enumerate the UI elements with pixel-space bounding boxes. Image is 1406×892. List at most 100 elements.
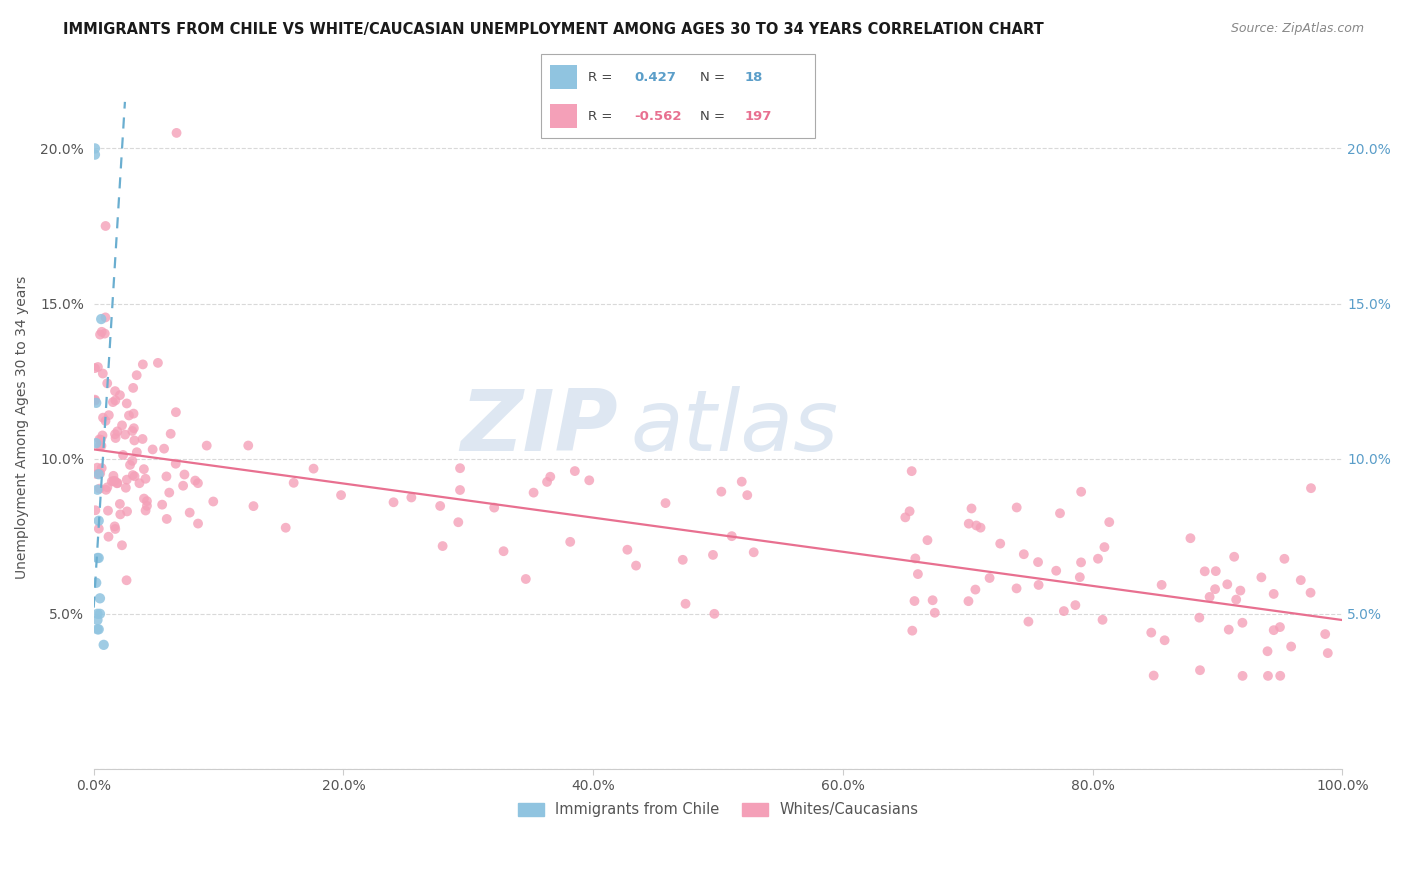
Point xyxy=(128,476,150,491)
Point xyxy=(1218,623,1240,637)
Point xyxy=(166,126,188,140)
Point xyxy=(1279,640,1302,654)
Point xyxy=(187,476,209,491)
Point xyxy=(1012,547,1035,561)
Point xyxy=(153,442,176,456)
Point xyxy=(107,475,129,490)
Point xyxy=(125,368,148,383)
Point xyxy=(121,424,143,438)
Bar xyxy=(550,65,576,89)
Point xyxy=(93,638,115,652)
Point xyxy=(121,454,143,468)
Point xyxy=(429,499,451,513)
Point xyxy=(94,483,117,497)
Point xyxy=(401,491,423,505)
Point xyxy=(1223,549,1246,564)
Point xyxy=(159,426,181,441)
Legend: Immigrants from Chile, Whites/Caucasians: Immigrants from Chile, Whites/Caucasians xyxy=(512,797,924,823)
Point xyxy=(1087,551,1109,566)
Point xyxy=(104,431,127,445)
Point xyxy=(616,542,638,557)
Point xyxy=(901,624,924,638)
Point xyxy=(1045,564,1067,578)
Point xyxy=(136,494,159,508)
Point xyxy=(89,467,111,481)
Text: 197: 197 xyxy=(744,110,772,123)
Point xyxy=(90,439,112,453)
Point xyxy=(122,381,145,395)
Point xyxy=(675,597,697,611)
Point xyxy=(124,469,146,483)
Point xyxy=(97,530,120,544)
Point xyxy=(146,356,169,370)
Text: atlas: atlas xyxy=(630,386,838,469)
Point xyxy=(96,480,118,494)
Point xyxy=(90,461,112,475)
Point xyxy=(108,388,131,402)
Point xyxy=(195,439,218,453)
Point xyxy=(917,533,939,548)
Point xyxy=(900,464,922,478)
Point xyxy=(179,506,201,520)
Point xyxy=(104,384,127,398)
Bar xyxy=(550,104,576,128)
Point xyxy=(122,407,145,421)
Point xyxy=(104,522,127,536)
Point xyxy=(1005,500,1028,515)
Point xyxy=(84,393,107,408)
Point xyxy=(89,591,111,606)
Text: 18: 18 xyxy=(744,70,762,84)
Point xyxy=(87,551,110,566)
Point xyxy=(114,481,136,495)
Point xyxy=(735,488,758,502)
Point xyxy=(449,483,471,497)
Point xyxy=(1188,663,1211,677)
Point xyxy=(94,219,117,233)
Point xyxy=(87,623,110,637)
Point xyxy=(115,504,138,518)
Point xyxy=(1150,578,1173,592)
Point xyxy=(1005,582,1028,596)
Point xyxy=(1064,598,1087,612)
Point xyxy=(115,574,138,588)
Text: 0.427: 0.427 xyxy=(634,70,676,84)
Point xyxy=(1049,506,1071,520)
Point xyxy=(86,623,108,637)
Point xyxy=(965,582,987,597)
Point xyxy=(184,474,207,488)
Point xyxy=(449,461,471,475)
Point xyxy=(131,432,153,446)
Point xyxy=(142,442,165,457)
Point xyxy=(101,475,124,489)
Point xyxy=(957,594,980,608)
Point xyxy=(111,538,134,552)
Y-axis label: Unemployment Among Ages 30 to 34 years: Unemployment Among Ages 30 to 34 years xyxy=(15,276,30,579)
Point xyxy=(94,310,117,325)
Point xyxy=(624,558,647,573)
Point xyxy=(90,325,112,339)
Point xyxy=(1316,646,1339,660)
Point xyxy=(1299,585,1322,599)
Text: Source: ZipAtlas.com: Source: ZipAtlas.com xyxy=(1230,22,1364,36)
Point xyxy=(84,147,107,161)
Point xyxy=(84,575,107,590)
Text: R =: R = xyxy=(588,110,617,123)
Point xyxy=(578,473,600,487)
Point xyxy=(1140,625,1163,640)
Point xyxy=(1180,531,1202,545)
Point xyxy=(560,534,582,549)
Point xyxy=(87,514,110,528)
Point xyxy=(957,516,980,531)
Point xyxy=(1256,644,1278,658)
Point xyxy=(1257,669,1279,683)
Point xyxy=(1299,481,1322,495)
Point xyxy=(1091,613,1114,627)
Point xyxy=(330,488,353,502)
Point xyxy=(904,551,927,566)
Point xyxy=(121,468,143,483)
Point xyxy=(89,607,111,621)
Point xyxy=(86,551,108,566)
Point xyxy=(157,485,180,500)
Point xyxy=(135,503,157,517)
Point xyxy=(515,572,537,586)
